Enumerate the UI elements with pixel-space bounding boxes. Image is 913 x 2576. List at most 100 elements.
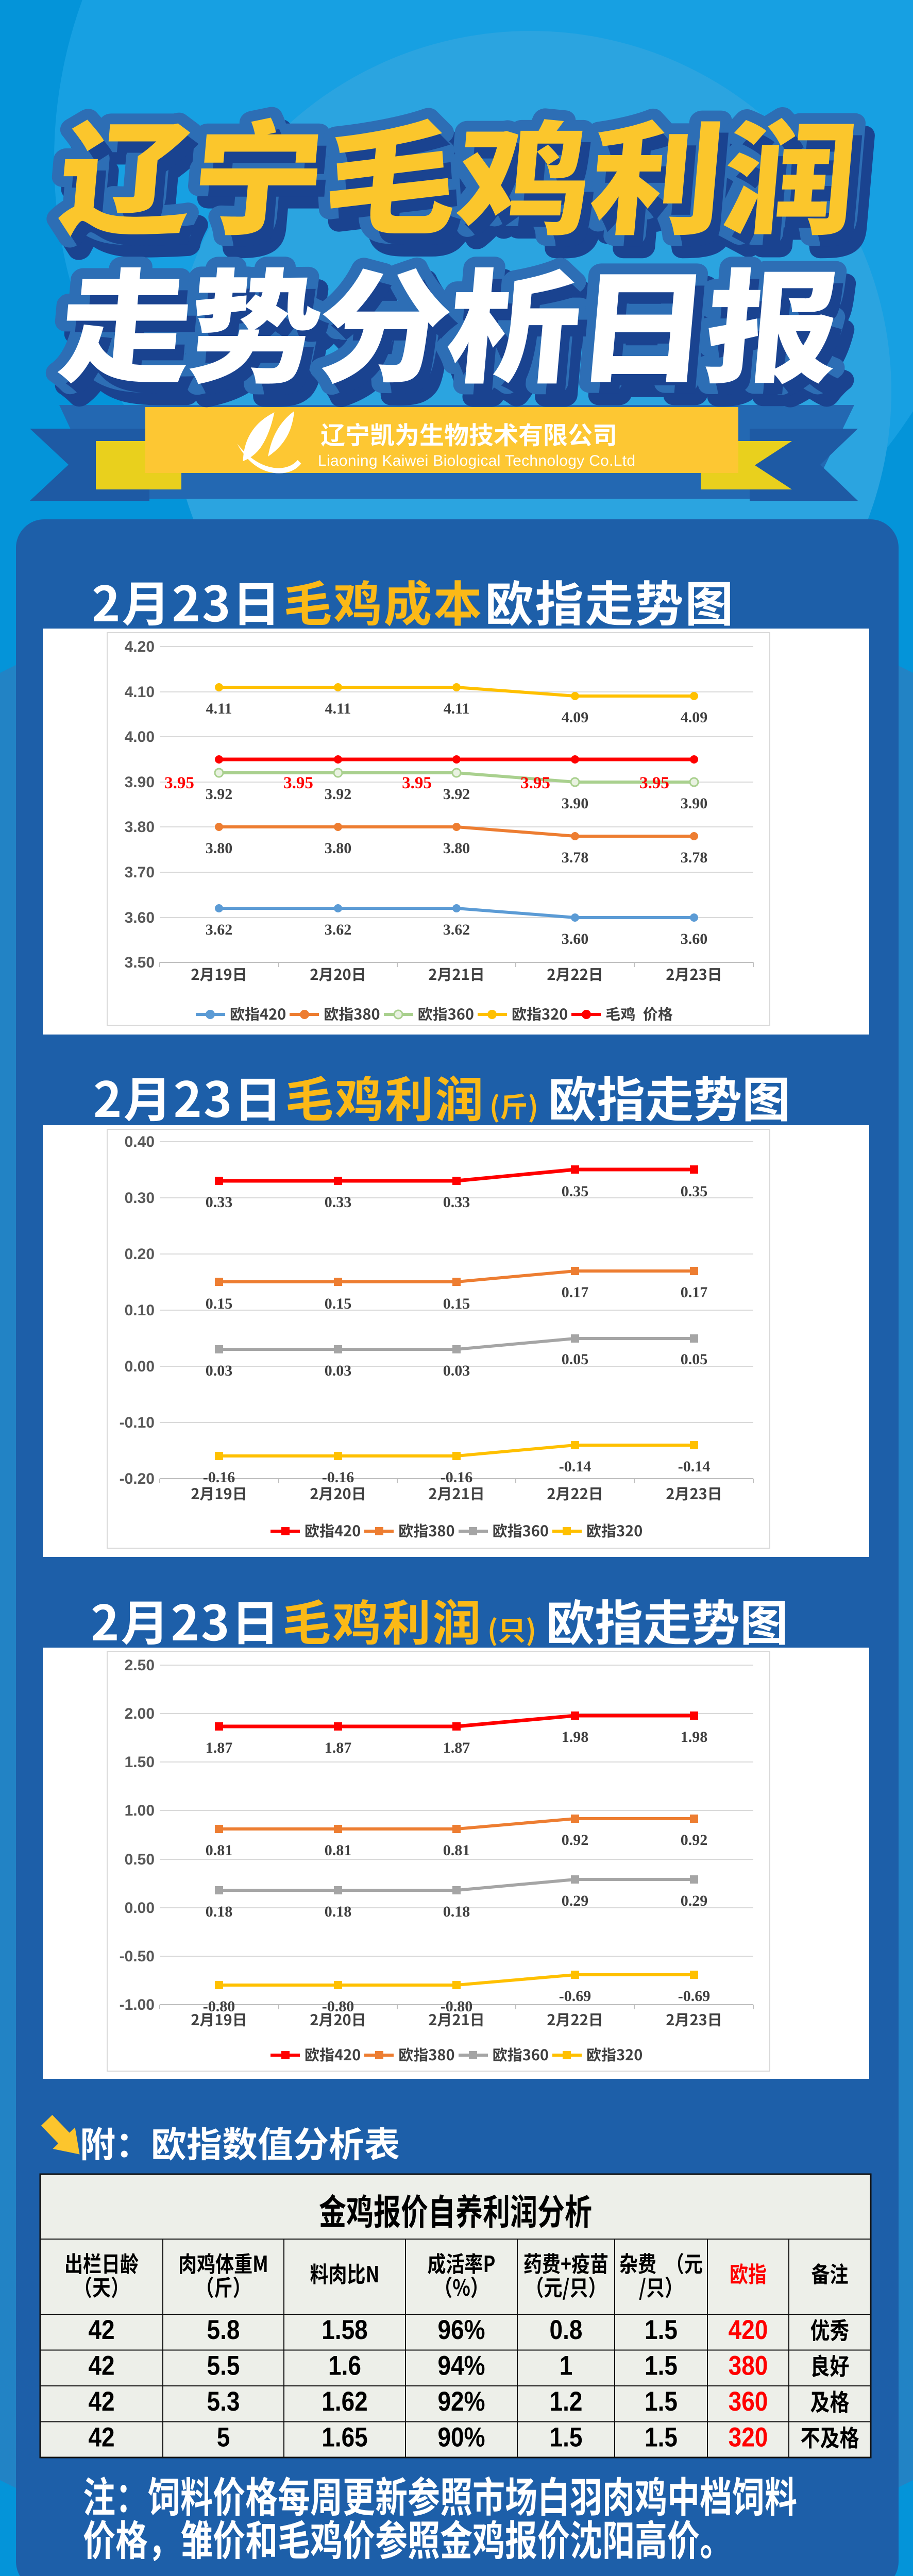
svg-text:5.3: 5.3 (207, 2386, 240, 2417)
svg-text:1: 1 (560, 2350, 573, 2381)
svg-text:0.10: 0.10 (125, 1302, 155, 1319)
svg-text:3.92: 3.92 (325, 786, 352, 803)
svg-text:0.15: 0.15 (443, 1295, 470, 1312)
svg-text:3.95: 3.95 (283, 774, 313, 792)
svg-text:3.60: 3.60 (125, 909, 155, 926)
svg-text:0.05: 0.05 (681, 1351, 708, 1368)
svg-text:1.5: 1.5 (550, 2421, 583, 2452)
svg-text:3.62: 3.62 (206, 921, 233, 938)
svg-text:3.92: 3.92 (443, 786, 470, 803)
svg-text:-0.20: -0.20 (120, 1470, 155, 1487)
svg-text:42: 42 (88, 2314, 114, 2345)
svg-text:-1.00: -1.00 (120, 1996, 155, 2013)
svg-text:0.33: 0.33 (325, 1194, 352, 1211)
svg-text:90%: 90% (437, 2421, 485, 2452)
svg-text:3.60: 3.60 (681, 930, 708, 947)
svg-text:-0.16: -0.16 (441, 1469, 473, 1486)
svg-text:4.11: 4.11 (444, 700, 470, 717)
svg-text:4.11: 4.11 (206, 700, 232, 717)
svg-text:-0.16: -0.16 (322, 1469, 354, 1486)
svg-text:0.81: 0.81 (325, 1842, 352, 1859)
svg-text:0.33: 0.33 (443, 1194, 470, 1211)
svg-text:2.50: 2.50 (125, 1657, 155, 1674)
svg-text:3.60: 3.60 (562, 930, 589, 947)
svg-text:92%: 92% (437, 2386, 485, 2417)
svg-text:0.15: 0.15 (325, 1295, 352, 1312)
svg-text:0.92: 0.92 (681, 1832, 708, 1849)
svg-text:4.20: 4.20 (125, 638, 155, 655)
svg-text:-0.50: -0.50 (120, 1948, 155, 1965)
svg-text:Liaoning Kaiwei Biological Tec: Liaoning Kaiwei Biological Technology Co… (318, 452, 635, 469)
svg-text:1.87: 1.87 (206, 1739, 233, 1756)
svg-text:1.5: 1.5 (645, 2314, 678, 2345)
svg-text:0.17: 0.17 (562, 1284, 589, 1301)
svg-text:1.5: 1.5 (645, 2421, 678, 2452)
svg-text:0.92: 0.92 (562, 1832, 589, 1849)
svg-text:0.17: 0.17 (681, 1284, 708, 1301)
svg-text:0.18: 0.18 (206, 1903, 233, 1920)
svg-text:0.03: 0.03 (443, 1362, 470, 1379)
svg-text:3.95: 3.95 (164, 774, 194, 792)
svg-text:0.50: 0.50 (125, 1851, 155, 1868)
svg-text:1.5: 1.5 (645, 2350, 678, 2381)
svg-text:3.95: 3.95 (520, 774, 550, 792)
svg-text:4.00: 4.00 (125, 728, 155, 745)
svg-text:0.03: 0.03 (325, 1362, 352, 1379)
svg-text:42: 42 (88, 2386, 114, 2417)
svg-text:0.05: 0.05 (562, 1351, 589, 1368)
svg-text:1.98: 1.98 (681, 1728, 708, 1745)
svg-text:0.00: 0.00 (125, 1900, 155, 1917)
svg-text:3.80: 3.80 (443, 840, 470, 857)
svg-text:420: 420 (729, 2314, 768, 2345)
svg-text:0.30: 0.30 (125, 1190, 155, 1207)
svg-text:3.95: 3.95 (402, 774, 432, 792)
svg-text:1.58: 1.58 (322, 2314, 368, 2345)
svg-text:1.50: 1.50 (125, 1754, 155, 1771)
svg-text:42: 42 (88, 2350, 114, 2381)
svg-text:1.87: 1.87 (443, 1739, 470, 1756)
svg-text:3.78: 3.78 (562, 849, 589, 866)
svg-text:3.70: 3.70 (125, 864, 155, 881)
svg-text:0.8: 0.8 (550, 2314, 583, 2345)
svg-text:-0.16: -0.16 (203, 1469, 235, 1486)
svg-text:5.8: 5.8 (207, 2314, 240, 2345)
svg-text:1.6: 1.6 (328, 2350, 361, 2381)
svg-text:3.62: 3.62 (325, 921, 352, 938)
svg-text:1.2: 1.2 (550, 2386, 583, 2417)
svg-text:3.90: 3.90 (562, 795, 589, 812)
svg-text:4.10: 4.10 (125, 684, 155, 701)
svg-text:1.98: 1.98 (562, 1728, 589, 1745)
svg-text:2.00: 2.00 (125, 1705, 155, 1722)
svg-text:0.29: 0.29 (681, 1892, 708, 1909)
svg-text:0.40: 0.40 (125, 1133, 155, 1150)
svg-text:3.80: 3.80 (125, 819, 155, 836)
svg-text:0.20: 0.20 (125, 1246, 155, 1263)
svg-text:3.90: 3.90 (125, 774, 155, 791)
svg-text:3.50: 3.50 (125, 954, 155, 971)
svg-text:0.18: 0.18 (325, 1903, 352, 1920)
svg-text:4.09: 4.09 (681, 709, 708, 726)
svg-text:4.09: 4.09 (562, 709, 589, 726)
svg-text:0.35: 0.35 (562, 1183, 589, 1200)
svg-text:360: 360 (729, 2386, 768, 2417)
svg-text:-0.14: -0.14 (559, 1458, 591, 1475)
svg-text:380: 380 (729, 2350, 768, 2381)
svg-text:1.87: 1.87 (325, 1739, 352, 1756)
svg-text:1.00: 1.00 (125, 1802, 155, 1819)
svg-text:0.29: 0.29 (562, 1892, 589, 1909)
svg-text:-0.80: -0.80 (322, 1998, 354, 2015)
svg-text:-0.80: -0.80 (203, 1998, 235, 2015)
svg-text:42: 42 (88, 2421, 114, 2452)
svg-text:3.62: 3.62 (443, 921, 470, 938)
svg-text:1.62: 1.62 (322, 2386, 368, 2417)
svg-text:3.80: 3.80 (206, 840, 233, 857)
svg-text:-0.80: -0.80 (441, 1998, 473, 2015)
svg-text:3.78: 3.78 (681, 849, 708, 866)
svg-text:0.18: 0.18 (443, 1903, 470, 1920)
svg-text:1.5: 1.5 (645, 2386, 678, 2417)
svg-text:5.5: 5.5 (207, 2350, 240, 2381)
svg-text:0.15: 0.15 (206, 1295, 233, 1312)
svg-text:0.81: 0.81 (206, 1842, 233, 1859)
svg-text:5: 5 (217, 2421, 230, 2452)
svg-text:0.81: 0.81 (443, 1842, 470, 1859)
